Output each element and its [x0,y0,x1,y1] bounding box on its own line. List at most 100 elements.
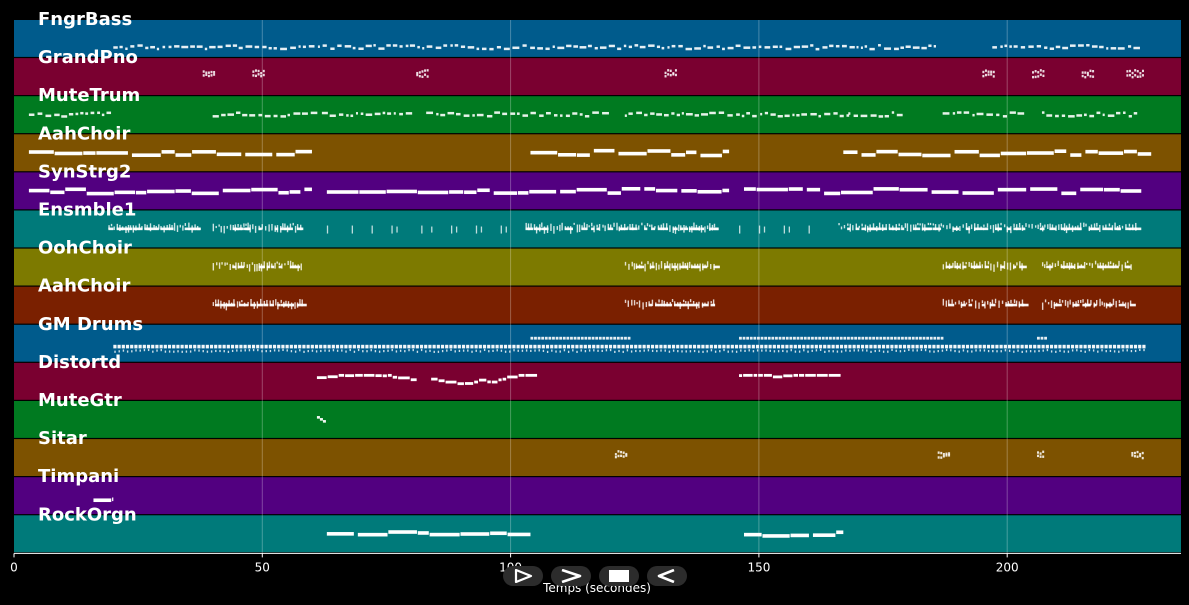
note [824,350,826,353]
note [93,498,112,503]
note [962,265,967,269]
note [857,336,861,340]
note [396,226,398,233]
note [1096,222,1098,227]
note [538,349,540,352]
note [1086,262,1088,265]
note [796,114,800,117]
note [541,336,545,340]
note [1025,350,1028,353]
note [1086,303,1091,307]
play-button[interactable] [503,566,543,586]
back-button[interactable] [647,566,687,586]
note [565,114,570,118]
note [1039,69,1042,72]
note [1013,227,1018,231]
note [865,336,868,340]
note [280,299,282,303]
note [265,350,267,353]
note [992,224,995,233]
note [496,45,501,49]
note [476,113,484,117]
note [719,350,721,353]
note [191,191,219,196]
note [714,350,717,353]
note [326,532,354,536]
note [613,336,617,340]
note [577,336,581,340]
note [616,336,620,340]
note [238,303,246,307]
note [1096,344,1100,349]
note [431,377,438,381]
note [819,348,822,352]
note [1129,344,1133,349]
note [541,227,546,231]
note [460,532,490,536]
note [769,349,771,352]
note [746,336,750,340]
note [285,344,289,349]
note [768,344,772,349]
note [391,225,393,234]
note [873,344,877,349]
note [843,150,858,155]
note [429,532,460,537]
note [1141,456,1144,460]
note [1041,111,1045,114]
note [860,344,865,349]
note [839,344,844,349]
note [441,349,444,353]
note [982,344,986,349]
note [1063,223,1066,232]
stop-button[interactable] [599,566,639,586]
note [232,265,237,269]
note [1070,344,1075,349]
note [749,336,753,340]
note [1125,224,1127,229]
note [209,344,214,349]
note [1024,344,1028,349]
note [786,350,788,353]
note [415,344,419,349]
note [940,456,943,459]
note [1102,262,1104,271]
note [1042,70,1045,73]
note [764,344,768,349]
note [530,111,536,115]
note [986,113,993,116]
note [841,44,847,48]
note [593,148,615,153]
note [141,226,143,230]
note [621,186,641,191]
note [254,225,257,233]
note [487,380,491,384]
note [559,336,563,340]
note [534,336,537,340]
note [701,344,705,349]
note [119,227,123,231]
note [516,112,520,115]
note [584,115,590,118]
note [884,114,889,118]
note [1062,344,1066,349]
note [399,349,402,352]
note [293,112,301,115]
note [193,344,197,349]
note [1080,265,1085,269]
forward-button[interactable] [551,566,591,586]
note [391,348,393,352]
note [286,227,293,231]
note [533,344,537,349]
note [968,303,973,307]
note [1001,300,1004,304]
note [196,227,201,231]
note [679,265,684,269]
note [1046,261,1048,266]
note [839,336,843,340]
note [853,349,855,352]
note [1126,74,1129,77]
note [202,74,205,77]
note [1020,344,1024,349]
note [669,263,671,271]
